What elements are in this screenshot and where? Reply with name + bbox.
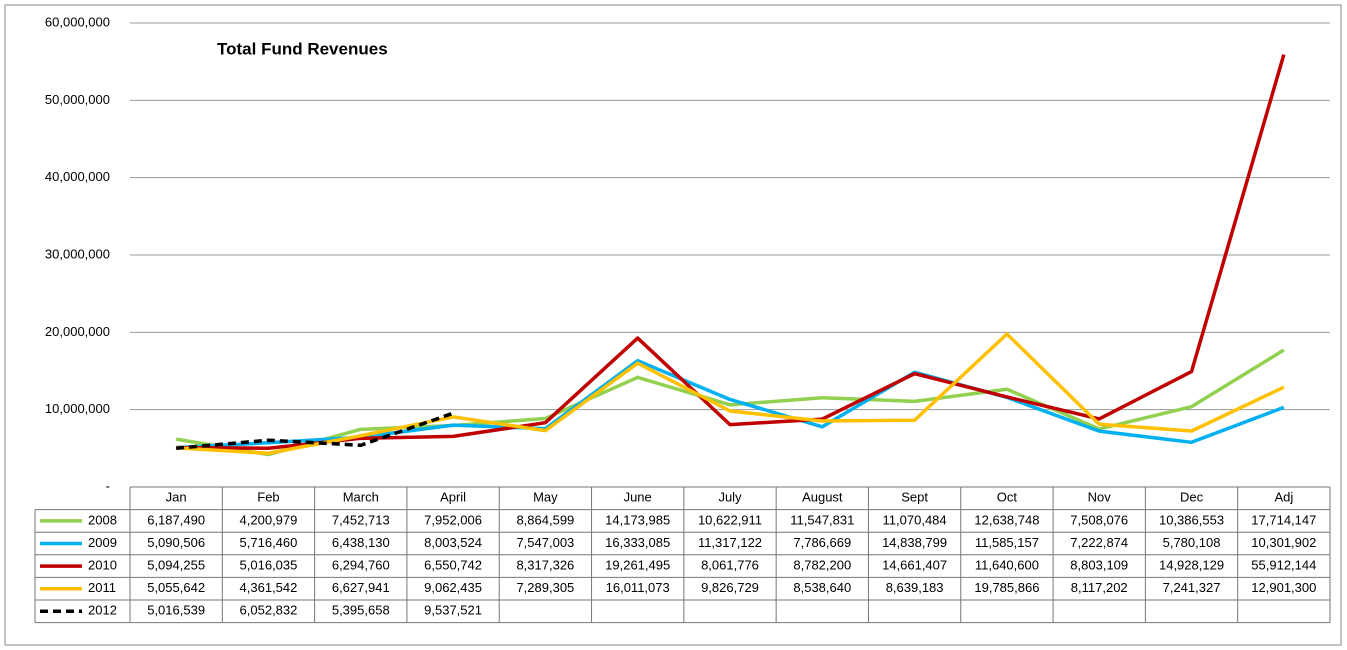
legend-label: 2009 bbox=[88, 535, 117, 550]
table-value: 8,803,109 bbox=[1070, 558, 1128, 573]
y-tick-label: 50,000,000 bbox=[45, 92, 110, 107]
table-value: 8,864,599 bbox=[516, 512, 574, 527]
table-value: 11,585,157 bbox=[975, 535, 1039, 550]
x-tick-label: March bbox=[343, 490, 379, 505]
x-tick-label: Dec bbox=[1180, 490, 1204, 505]
x-tick-label: Oct bbox=[997, 490, 1018, 505]
y-tick-label: 30,000,000 bbox=[45, 246, 110, 261]
x-tick-label: Jan bbox=[166, 490, 187, 505]
table-value: 10,386,553 bbox=[1159, 512, 1224, 527]
table-value: 10,301,902 bbox=[1251, 535, 1316, 550]
table-value: 7,547,003 bbox=[516, 535, 574, 550]
table-value: 8,317,326 bbox=[516, 558, 574, 573]
table-value: 8,003,524 bbox=[424, 535, 482, 550]
table-value: 6,294,760 bbox=[332, 558, 390, 573]
table-value: 16,333,085 bbox=[605, 535, 670, 550]
legend-label: 2012 bbox=[88, 603, 117, 618]
y-tick-label: 10,000,000 bbox=[45, 401, 110, 416]
table-value: 17,714,147 bbox=[1251, 512, 1316, 527]
x-tick-label: July bbox=[718, 490, 742, 505]
x-tick-label: June bbox=[624, 490, 652, 505]
table-value: 5,016,539 bbox=[147, 603, 205, 618]
table-value: 9,826,729 bbox=[701, 580, 759, 595]
y-tick-label: 20,000,000 bbox=[45, 324, 110, 339]
table-value: 11,547,831 bbox=[790, 512, 854, 527]
table-value: 8,538,640 bbox=[793, 580, 851, 595]
y-tick-label: 60,000,000 bbox=[45, 14, 110, 29]
table-value: 8,639,183 bbox=[886, 580, 944, 595]
legend-label: 2011 bbox=[88, 580, 116, 595]
table-value: 14,173,985 bbox=[605, 512, 670, 527]
table-value: 7,786,669 bbox=[793, 535, 851, 550]
table-value: 6,438,130 bbox=[332, 535, 390, 550]
series-line bbox=[176, 54, 1286, 450]
table-value: 8,061,776 bbox=[701, 558, 759, 573]
table-value: 5,016,035 bbox=[240, 558, 298, 573]
table-value: 6,550,742 bbox=[424, 558, 482, 573]
table-value: 6,627,941 bbox=[332, 580, 390, 595]
table-value: 16,011,073 bbox=[606, 580, 670, 595]
table-value: 8,782,200 bbox=[793, 558, 851, 573]
table-value: 8,117,202 bbox=[1071, 580, 1128, 595]
table-value: 5,094,255 bbox=[147, 558, 205, 573]
table-value: 7,222,874 bbox=[1070, 535, 1128, 550]
x-tick-label: Nov bbox=[1088, 490, 1112, 505]
table-value: 11,640,600 bbox=[975, 558, 1039, 573]
x-tick-label: Sept bbox=[901, 490, 928, 505]
table-value: 5,090,506 bbox=[147, 535, 205, 550]
table-value: 6,187,490 bbox=[147, 512, 205, 527]
series-line bbox=[175, 348, 1285, 457]
table-value: 12,901,300 bbox=[1251, 580, 1316, 595]
legend-label: 2008 bbox=[88, 512, 117, 527]
legend-label: 2010 bbox=[88, 558, 117, 573]
table-value: 5,395,658 bbox=[332, 603, 390, 618]
table-value: 7,452,713 bbox=[332, 512, 390, 527]
table-value: 14,661,407 bbox=[882, 558, 947, 573]
y-tick-label: - bbox=[106, 478, 110, 493]
x-tick-label: Adj bbox=[1274, 490, 1293, 505]
y-tick-label: 40,000,000 bbox=[45, 169, 110, 184]
table-value: 11,070,484 bbox=[883, 512, 947, 527]
chart-border bbox=[4, 4, 1342, 646]
table-value: 7,952,006 bbox=[424, 512, 482, 527]
table-value: 11,317,122 bbox=[698, 535, 762, 550]
x-tick-label: August bbox=[802, 490, 843, 505]
x-tick-label: April bbox=[440, 490, 466, 505]
table-value: 9,537,521 bbox=[424, 603, 482, 618]
table-value: 55,912,144 bbox=[1251, 558, 1316, 573]
chart-title: Total Fund Revenues bbox=[217, 39, 388, 58]
table-value: 4,200,979 bbox=[240, 512, 298, 527]
table-value: 14,838,799 bbox=[882, 535, 947, 550]
table-value: 6,052,832 bbox=[240, 603, 298, 618]
table-value: 9,062,435 bbox=[424, 580, 482, 595]
table-value: 5,055,642 bbox=[147, 580, 205, 595]
x-tick-label: Feb bbox=[257, 490, 279, 505]
table-value: 7,508,076 bbox=[1070, 512, 1128, 527]
x-tick-label: May bbox=[533, 490, 558, 505]
table-value: 4,361,542 bbox=[240, 580, 298, 595]
table-value: 7,241,327 bbox=[1163, 580, 1221, 595]
series-line bbox=[176, 411, 454, 450]
table-value: 10,622,911 bbox=[698, 512, 762, 527]
table-value: 7,289,305 bbox=[516, 580, 574, 595]
table-value: 5,780,108 bbox=[1163, 535, 1221, 550]
table-value: 14,928,129 bbox=[1159, 558, 1224, 573]
table-value: 5,716,460 bbox=[240, 535, 298, 550]
series-line bbox=[176, 332, 1285, 456]
table-value: 19,261,495 bbox=[605, 558, 670, 573]
table-value: 12,638,748 bbox=[974, 512, 1039, 527]
table-value: 19,785,866 bbox=[974, 580, 1039, 595]
